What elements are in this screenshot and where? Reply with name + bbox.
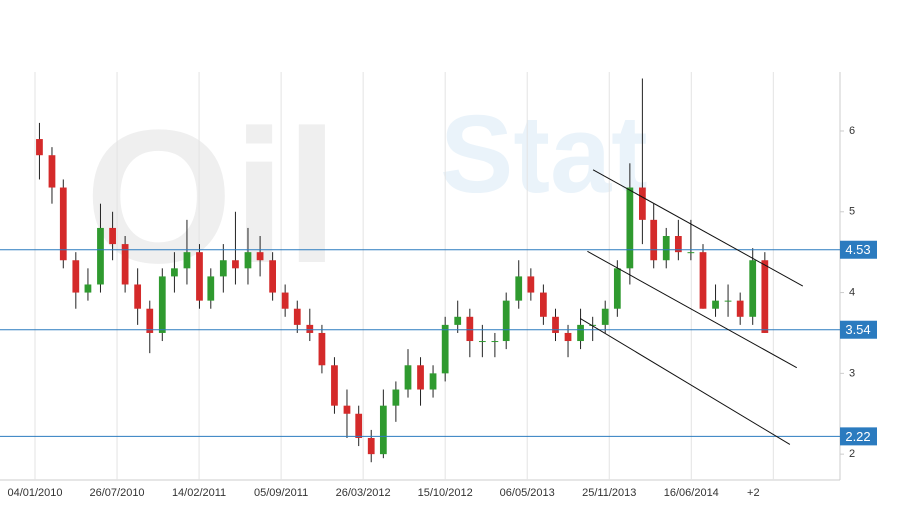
y-tick-label: 2 [849,448,855,460]
candle-body [306,324,314,333]
candle-body [331,365,338,406]
watermark: Stat [440,93,648,216]
candle-body [97,227,104,285]
trend-line [579,317,791,445]
candle-body [134,284,142,309]
trend-line [592,169,804,287]
candle-body [171,268,178,277]
candle-body [454,316,462,325]
candle-body [478,341,486,343]
candle-body [674,236,682,253]
candle-body [650,219,658,261]
candle-body [724,300,732,302]
candle-body [59,187,67,261]
y-tick-label: 3 [849,367,855,379]
candle-body [379,405,387,455]
candle-body [367,437,375,455]
candle-body [72,260,80,293]
candle-body [355,413,363,438]
candle-body [749,260,757,317]
candle-body [196,252,203,301]
candle-body [639,187,646,220]
candle-body [183,252,191,269]
candle-body [269,260,276,293]
candle-body [232,260,239,269]
candle-body [293,308,301,325]
x-tick-label: 16/06/2014 [664,487,719,499]
level-label-box [840,427,877,446]
y-tick-label: 5 [849,206,855,218]
candle-body [515,276,523,301]
x-tick-label: 26/07/2010 [90,487,145,499]
candle-body [626,187,634,269]
candle-body [392,389,400,406]
level-label-box [840,240,877,259]
candle-body [404,365,412,390]
x-tick-label: 15/10/2012 [418,487,473,499]
candle-body [491,341,499,343]
candle-body [207,276,215,301]
candle-body [429,373,437,390]
candle-body [318,332,326,366]
level-label: 4.53 [845,242,870,257]
candle-body [48,155,56,188]
x-tick-label: 04/01/2010 [7,487,62,499]
candle-body [256,252,264,261]
x-tick-label: 05/09/2011 [254,487,308,499]
candle-body [687,252,695,254]
trend-line [587,250,798,369]
candle-body [417,365,424,390]
level-label: 2.22 [845,429,870,444]
y-tick-label: 6 [849,125,855,137]
candle-body [466,316,474,342]
x-tick-label: 14/02/2011 [172,487,226,499]
candle-body [761,260,769,333]
level-label-box [840,320,877,339]
candle-body [244,252,252,269]
candle-body [441,324,449,374]
candle-body [121,244,129,285]
candle-body [577,324,584,342]
candle-body [109,227,116,245]
candle-body [158,276,166,333]
candle-body [146,308,154,333]
candle-body [36,139,43,156]
candle-body [552,316,559,333]
candle-body [613,268,621,309]
candle-body [699,252,707,309]
candle-body [601,308,609,325]
level-label: 3.54 [845,322,870,337]
candle-body [527,276,535,293]
x-tick-label: 26/03/2012 [336,487,391,499]
candle-body [502,300,510,342]
x-tick-label: 06/05/2013 [500,487,555,499]
candle-body [736,300,744,317]
candle-body [712,300,719,309]
candle-body [662,236,670,261]
candle-body [281,292,289,309]
x-tick-label: +2 [747,487,760,499]
y-tick-label: 4 [849,286,855,298]
x-tick-label: 25/11/2013 [582,487,636,499]
candle-body [564,332,572,342]
candle-body [343,405,351,414]
candle-body [84,284,92,293]
candle-body [219,260,227,277]
candle-body [540,292,547,317]
